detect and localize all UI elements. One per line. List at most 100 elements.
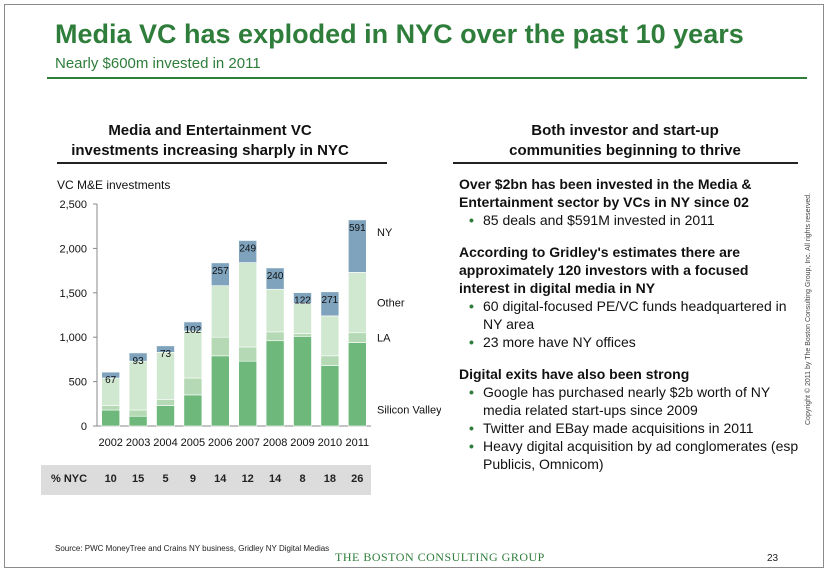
bar-segment-la bbox=[320, 355, 340, 366]
x-tick-label: 2004 bbox=[153, 437, 177, 449]
nyc-share-value: 14 bbox=[268, 473, 282, 485]
legend-label: LA bbox=[377, 333, 391, 345]
bar-segment-silicon-valley bbox=[211, 355, 230, 427]
ny-value-label: 122 bbox=[294, 296, 311, 307]
left-panel-rule bbox=[57, 162, 387, 164]
left-panel-heading-line1: Media and Entertainment VC bbox=[108, 122, 312, 139]
bullet-text: Google has purchased nearly $2b worth of… bbox=[483, 384, 770, 418]
section-2-heading: According to Gridley's estimates there a… bbox=[459, 244, 749, 296]
bar-segment-silicon-valley bbox=[156, 405, 175, 427]
x-tick-label: 2003 bbox=[126, 437, 150, 449]
x-tick-label: 2005 bbox=[181, 437, 205, 449]
bullet-text: Twitter and EBay made acquisitions in 20… bbox=[483, 420, 754, 436]
nyc-share-value: 14 bbox=[214, 473, 227, 485]
bar-segment-ny bbox=[211, 262, 230, 286]
x-tick-label: 2006 bbox=[208, 437, 232, 449]
y-tick-label: 0 bbox=[81, 421, 87, 433]
bullet-text: 85 deals and $591M invested in 2011 bbox=[483, 212, 715, 228]
bullet-dot: • bbox=[469, 420, 474, 436]
bullet-dot: • bbox=[469, 438, 474, 454]
nyc-share-label: % NYC bbox=[51, 473, 88, 485]
nyc-share-value: 15 bbox=[131, 473, 145, 485]
page-number: 23 bbox=[767, 553, 779, 564]
ny-value-label: 249 bbox=[239, 243, 256, 254]
title-divider bbox=[47, 77, 807, 79]
x-tick-label: 2007 bbox=[235, 437, 259, 449]
nyc-share-value: 12 bbox=[241, 473, 254, 485]
bar-segment-ny bbox=[238, 240, 257, 263]
page-subtitle: Nearly $600m invested in 2011 bbox=[55, 55, 261, 72]
bullet-item: • Twitter and EBay made acquisitions in 2… bbox=[459, 419, 799, 437]
bar-segment-other bbox=[347, 272, 367, 334]
bar-segment-other bbox=[320, 315, 340, 357]
y-tick-label: 2,500 bbox=[59, 199, 87, 211]
left-panel-heading: Media and Entertainment VC investments i… bbox=[65, 121, 355, 161]
right-panel-body: Over $2bn has been invested in the Media… bbox=[459, 175, 799, 473]
ny-value-label: 257 bbox=[212, 266, 229, 277]
section-1-heading: Over $2bn has been invested in the Media… bbox=[459, 176, 752, 210]
bar-segment-ny bbox=[156, 345, 175, 353]
bullet-dot: • bbox=[469, 384, 474, 400]
bar-segment-silicon-valley bbox=[238, 360, 257, 427]
x-tick-label: 2008 bbox=[263, 437, 287, 449]
bar-segment-other bbox=[211, 285, 230, 338]
section-3-heading: Digital exits have also been strong bbox=[459, 366, 690, 382]
nyc-share-value: 26 bbox=[351, 473, 364, 485]
legend-label: Other bbox=[377, 298, 405, 310]
source-note: Source: PWC MoneyTree and Crains NY busi… bbox=[55, 544, 330, 553]
bar-segment-other bbox=[238, 262, 257, 348]
nyc-share-value: 9 bbox=[189, 473, 196, 485]
ny-value-label: 102 bbox=[185, 325, 202, 336]
bar-segment-silicon-valley bbox=[128, 415, 148, 427]
x-tick-label: 2002 bbox=[98, 437, 122, 449]
bullet-dot: • bbox=[469, 298, 474, 314]
bar-segment-ny bbox=[293, 292, 312, 304]
bar-segment-silicon-valley bbox=[101, 409, 121, 427]
y-tick-label: 2,000 bbox=[59, 243, 87, 255]
ny-value-label: 73 bbox=[160, 349, 172, 360]
ny-value-label: 271 bbox=[322, 295, 339, 306]
brand-logo-text: THE BOSTON CONSULTING GROUP bbox=[335, 550, 545, 564]
left-panel-heading-line2: investments increasing sharply in NYC bbox=[71, 142, 349, 159]
bar-segment-silicon-valley bbox=[320, 365, 340, 427]
ny-value-label: 93 bbox=[133, 356, 145, 367]
bar-segment-la bbox=[101, 405, 121, 411]
nyc-share-value: 5 bbox=[162, 473, 169, 485]
bar-segment-silicon-valley bbox=[347, 342, 367, 427]
bullet-item: • 23 more have NY offices bbox=[459, 333, 799, 351]
vc-investment-chart: VC M&E investments 0 500 1,000 1,500 2,000 2,5… bbox=[57, 178, 441, 449]
bar-segment-ny bbox=[101, 371, 121, 379]
y-tick-label: 1,500 bbox=[59, 288, 87, 300]
bar-segment-la bbox=[293, 333, 312, 337]
y-tick-label: 500 bbox=[69, 377, 87, 389]
legend-label: Silicon Valley bbox=[377, 404, 441, 416]
right-panel-heading-line2: communities beginning to thrive bbox=[509, 142, 741, 159]
section-1-bullets: • 85 deals and $591M invested in 2011 bbox=[459, 211, 799, 229]
y-axis-title: VC M&E investments bbox=[57, 178, 170, 192]
section-2-bullets: • 60 digital-focused PE/VC funds headquar… bbox=[459, 297, 799, 351]
bar-segment-other bbox=[265, 288, 285, 333]
bullet-text: Heavy digital acquisition by ad conglome… bbox=[483, 438, 799, 472]
bar-segment-silicon-valley bbox=[293, 336, 312, 427]
nyc-share-value: 18 bbox=[323, 473, 337, 485]
bar-segment-la bbox=[156, 399, 175, 406]
x-tick-label: 2010 bbox=[318, 437, 342, 449]
bullet-item: • Heavy digital acquisition by ad conglom… bbox=[459, 437, 799, 473]
bar-segment-silicon-valley bbox=[265, 340, 285, 427]
bar-segment-ny bbox=[320, 291, 340, 317]
nyc-share-band bbox=[41, 465, 371, 495]
right-panel-rule bbox=[453, 162, 798, 164]
right-panel-heading-line1: Both investor and start-up bbox=[531, 122, 719, 139]
x-tick-label: 2009 bbox=[290, 437, 314, 449]
bar-segment-other bbox=[128, 360, 148, 411]
bar-segment-la bbox=[183, 377, 203, 396]
bar-segment-ny bbox=[183, 321, 203, 332]
bar-segment-ny bbox=[265, 267, 285, 290]
section-3-bullets: • Google has purchased nearly $2b worth o… bbox=[459, 383, 799, 473]
bar-segment-la bbox=[265, 331, 285, 342]
ny-value-label: 591 bbox=[349, 223, 366, 234]
y-tick-label: 1,000 bbox=[59, 332, 87, 344]
bullet-text: 23 more have NY offices bbox=[483, 334, 636, 350]
bar-segment-other bbox=[183, 330, 203, 379]
legend-label: NY bbox=[377, 227, 393, 239]
